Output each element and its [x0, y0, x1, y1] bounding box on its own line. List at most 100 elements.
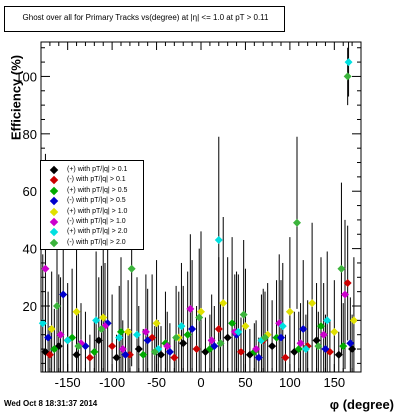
data-point [41, 264, 50, 273]
data-point [301, 345, 310, 354]
legend-entry: (+) with pT/|q| > 0.1 [41, 165, 145, 175]
legend-entry: (+) with pT/|q| > 1.0 [41, 207, 145, 217]
data-point [143, 336, 152, 345]
legend-label: (-) with pT/|q| > 2.0 [67, 238, 126, 246]
x-tick-label: -50 [147, 375, 166, 390]
data-point [254, 353, 263, 362]
data-point [179, 339, 188, 348]
data-point [121, 350, 130, 359]
y-tick-label: 20 [23, 299, 37, 314]
y-tick-label: 60 [23, 184, 37, 199]
data-point [112, 353, 121, 362]
legend-marker [49, 176, 59, 185]
legend-entry: (+) with pT/|q| > 2.0 [41, 227, 145, 237]
data-point [250, 347, 259, 356]
data-point [172, 333, 181, 342]
data-point [337, 264, 346, 273]
legend-label: (-) with pT/|q| > 0.5 [67, 197, 126, 205]
data-point [59, 290, 68, 299]
data-point [127, 264, 136, 273]
data-point [344, 58, 353, 67]
data-point [72, 350, 81, 359]
data-point [341, 290, 349, 299]
data-point [50, 345, 59, 354]
legend-entry: (-) with pT/|q| > 0.5 [41, 196, 145, 206]
data-point [97, 324, 106, 333]
legend-marker [49, 217, 59, 227]
legend-marker [49, 207, 59, 216]
data-point [216, 339, 225, 348]
data-point [241, 322, 250, 331]
data-point [133, 330, 141, 339]
data-point [214, 236, 223, 244]
data-point [192, 345, 201, 354]
legend-entry: (-) with pT/|q| > 1.0 [41, 217, 145, 227]
data-point [228, 319, 237, 328]
y-tick-label: 100 [15, 69, 37, 84]
legend-marker [49, 186, 59, 196]
legend-label: (+) with pT/|q| > 0.1 [67, 166, 128, 173]
data-point [281, 353, 290, 362]
data-point [152, 319, 161, 328]
data-point [252, 345, 261, 354]
data-point [165, 347, 174, 356]
x-axis-label: φ (degree) [329, 397, 394, 412]
legend: (+) with pT/|q| > 0.1 (-) with pT/|q| > 0… [40, 160, 144, 250]
data-point [285, 307, 294, 316]
data-point [314, 342, 323, 351]
x-tick-label: 50 [238, 375, 252, 390]
chart-title: Ghost over all for Primary Tracks vs(deg… [22, 13, 269, 22]
data-point [85, 353, 94, 362]
data-point [188, 324, 197, 333]
data-point [343, 279, 352, 288]
data-point [299, 324, 308, 333]
legend-label: (+) with pT/|q| > 0.5 [67, 186, 128, 194]
x-tick-label: -100 [99, 375, 125, 390]
data-point [323, 316, 332, 325]
x-tick-label: 0 [197, 375, 204, 390]
legend-marker [49, 196, 59, 206]
data-point [124, 327, 133, 336]
axis-ticks: -150 -100 -50 0 50 100 150 20 40 60 80 100 [15, 42, 361, 390]
data-point [108, 342, 117, 351]
data-point [296, 339, 305, 348]
data-point [170, 353, 179, 362]
data-point [99, 313, 108, 322]
data-point [207, 336, 216, 345]
data-point [223, 333, 232, 342]
legend-label: (+) with pT/|q| > 1.0 [67, 207, 128, 215]
legend-marker [49, 238, 59, 248]
y-axis-label: Efficiency (%) [8, 54, 24, 141]
data-point [319, 330, 328, 339]
data-points [38, 58, 358, 362]
data-point [272, 333, 281, 342]
data-point [234, 327, 243, 336]
data-point [321, 345, 330, 354]
legend-label: (-) with pT/|q| > 0.1 [67, 176, 126, 184]
data-point [186, 304, 195, 313]
data-point [134, 345, 143, 354]
data-point [334, 350, 343, 359]
data-point [349, 316, 358, 325]
data-point [125, 350, 134, 359]
data-point [343, 72, 352, 81]
legend-label: (-) with pT/|q| > 1.0 [67, 218, 126, 225]
data-point [118, 345, 127, 354]
data-point [139, 350, 148, 359]
data-point [74, 342, 83, 351]
x-tick-label: -150 [55, 375, 81, 390]
legend-entry: (-) with pT/|q| > 0.1 [41, 175, 145, 185]
title-box: Ghost over all for Primary Tracks vs(deg… [4, 6, 285, 32]
data-point [308, 299, 317, 308]
data-point [268, 342, 277, 351]
legend-entry: (-) with pT/|q| > 2.0 [41, 238, 145, 248]
data-point [115, 333, 124, 342]
data-point [177, 322, 186, 331]
data-point [277, 333, 285, 342]
legend-marker [49, 228, 59, 237]
data-point [56, 330, 65, 339]
data-point [317, 322, 325, 331]
data-point [92, 316, 101, 325]
data-point [38, 319, 47, 328]
data-point [330, 327, 339, 336]
